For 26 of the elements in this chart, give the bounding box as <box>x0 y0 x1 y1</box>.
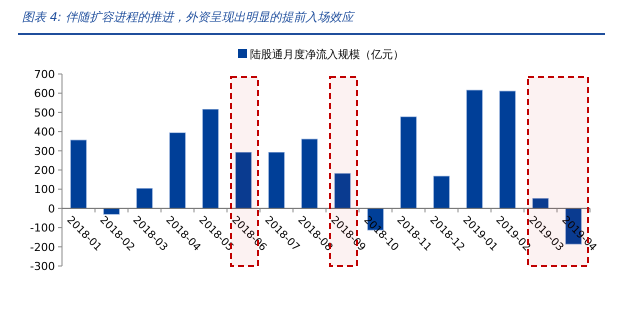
bar <box>400 116 417 209</box>
bar <box>334 173 351 209</box>
bar <box>235 152 252 209</box>
legend: 陆股通月度净流入规模（亿元） <box>238 48 404 61</box>
bar <box>301 138 318 209</box>
y-tick-label: 200 <box>34 164 55 177</box>
y-tick-label: -200 <box>30 240 55 254</box>
y-tick-label: 0 <box>48 202 55 216</box>
y-tick-label: 700 <box>34 68 55 81</box>
y-tick-label: 500 <box>34 106 55 120</box>
bar <box>268 152 285 209</box>
bar <box>70 140 87 209</box>
y-tick-label: -300 <box>30 260 55 273</box>
bar <box>532 198 549 209</box>
bar <box>202 109 219 209</box>
y-tick-label: -100 <box>30 222 55 235</box>
bar <box>466 90 483 209</box>
y-tick-label: 100 <box>34 183 55 196</box>
bar <box>499 90 516 209</box>
bar <box>169 132 186 209</box>
y-tick-label: 600 <box>34 87 55 100</box>
y-tick-label: 300 <box>34 144 55 158</box>
bar <box>433 176 450 209</box>
y-tick-label: 400 <box>34 126 55 139</box>
chart-title: 图表 4: 伴随扩容进程的推进，外资呈现出明显的提前入场效应 <box>22 10 356 24</box>
bar <box>136 188 153 209</box>
